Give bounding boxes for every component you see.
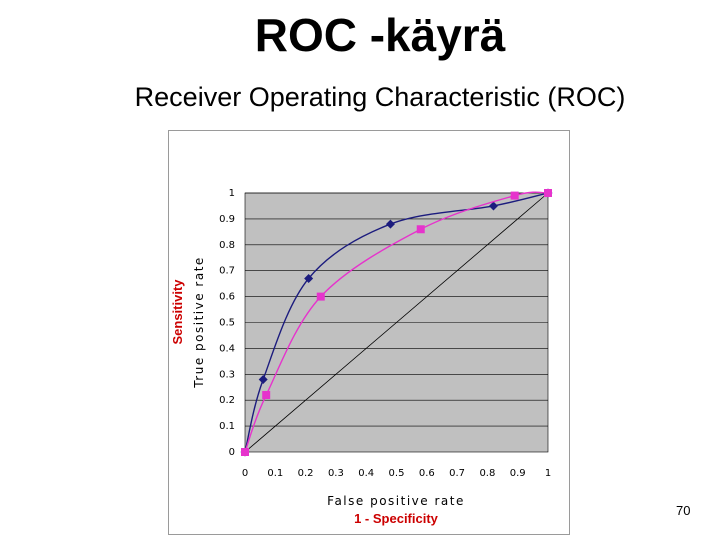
- x-tick-label: 0.8: [479, 468, 495, 479]
- x-tick-labels: 0 0.1 0.2 0.3 0.4 0.5 0.6 0.7 0.8 0.9 1: [242, 468, 551, 479]
- y-tick-label: 0.7: [219, 266, 235, 277]
- y-tick-label: 0: [229, 447, 235, 458]
- specificity-label: 1 - Specificity: [354, 511, 439, 526]
- x-tick-label: 0.2: [298, 468, 314, 479]
- series-2-point: [544, 189, 552, 197]
- series-2-point: [316, 292, 325, 301]
- x-tick-label: 0.1: [267, 468, 283, 479]
- x-tick-label: 0.4: [358, 468, 374, 479]
- series-1-point: [488, 201, 498, 211]
- series-1-point: [258, 374, 268, 384]
- series-2-point: [241, 448, 249, 456]
- y-tick-label: 0.3: [219, 369, 235, 380]
- x-tick-label: 0.9: [510, 468, 526, 479]
- series-1-point: [304, 273, 314, 283]
- y-tick-label: 0.6: [219, 292, 235, 303]
- y-tick-labels: 0 0.1 0.2 0.3 0.4 0.5 0.6 0.7 0.8 0.9 1: [219, 188, 235, 458]
- y-tick-label: 0.1: [219, 421, 235, 432]
- x-tick-label: 0: [242, 468, 248, 479]
- series-1-point: [385, 219, 395, 229]
- y-tick-label: 0.2: [219, 395, 235, 406]
- x-tick-label: 0.3: [328, 468, 344, 479]
- x-tick-label: 0.7: [449, 468, 465, 479]
- slide-subtitle: Receiver Operating Characteristic (ROC): [134, 82, 626, 112]
- page-number: 70: [676, 503, 691, 518]
- x-axis-title: False positive rate: [327, 494, 465, 508]
- sensitivity-label: Sensitivity: [170, 279, 185, 345]
- series-2-point: [416, 225, 425, 234]
- y-tick-label: 1: [229, 188, 235, 199]
- x-tick-label: 1: [545, 468, 551, 479]
- x-tick-label: 0.5: [389, 468, 405, 479]
- reference-diagonal-line: [244, 192, 549, 453]
- y-tick-label: 0.9: [219, 214, 235, 225]
- series-layer: [240, 188, 553, 457]
- x-tick-label: 0.6: [419, 468, 435, 479]
- grid-lines: [245, 192, 548, 427]
- y-tick-label: 0.4: [219, 343, 235, 354]
- y-tick-label: 0.5: [219, 318, 235, 329]
- slide-title: ROC -käyrä: [254, 9, 506, 61]
- series-2-point: [262, 391, 271, 400]
- y-tick-label: 0.8: [219, 240, 235, 251]
- series-2-point: [510, 191, 519, 200]
- y-axis-title: True positive rate: [192, 256, 206, 389]
